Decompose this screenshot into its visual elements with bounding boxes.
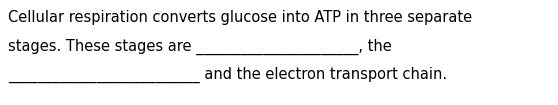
Text: __________________________ and the electron transport chain.: __________________________ and the elect…	[8, 67, 447, 83]
Text: stages. These stages are ______________________, the: stages. These stages are _______________…	[8, 39, 392, 55]
Text: Cellular respiration converts glucose into ATP in three separate: Cellular respiration converts glucose in…	[8, 10, 472, 25]
